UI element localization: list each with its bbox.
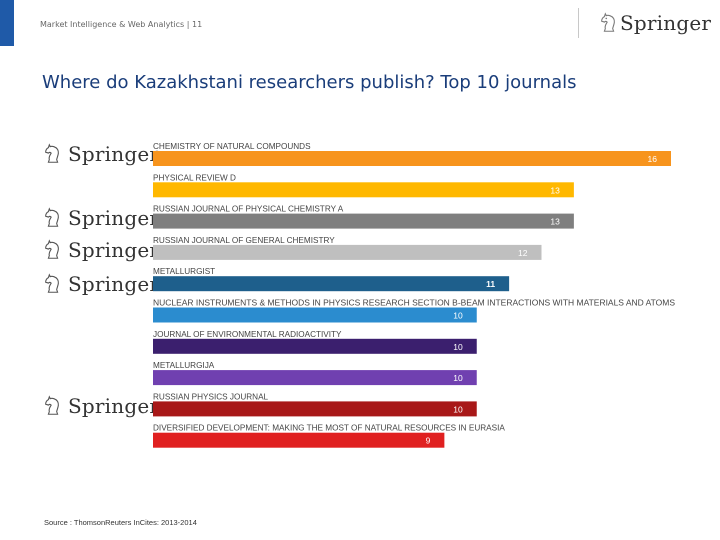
springer-logo-label: Springer [68, 394, 160, 418]
slide-title: Where do Kazakhstani researchers publish… [42, 72, 577, 93]
springer-chess-knight-icon [45, 239, 59, 259]
bar [153, 276, 510, 292]
springer-logo-row-4: Springer [42, 238, 159, 262]
source-note: Source : ThomsonReuters InCites: 2013-20… [44, 518, 197, 527]
bar-category-label: JOURNAL OF ENVIRONMENTAL RADIOACTIVITY [153, 330, 342, 339]
springer-chess-knight-icon [45, 395, 59, 415]
bar-value-label: 10 [453, 404, 463, 414]
bar-category-label: PHYSICAL REVIEW D [153, 173, 236, 182]
bar-category-label: CHEMISTRY OF NATURAL COMPOUNDS [153, 142, 311, 151]
bar-category-label: RUSSIAN JOURNAL OF GENERAL CHEMISTRY [153, 236, 335, 245]
springer-logo-row-1: Springer [42, 142, 159, 166]
bar-category-label: DIVERSIFIED DEVELOPMENT: MAKING THE MOST… [153, 424, 505, 433]
header-section-text: Market Intelligence & Web Analytics | 11 [40, 20, 203, 29]
bar-value-label: 13 [550, 217, 560, 227]
bar-value-label: 10 [453, 342, 463, 352]
springer-logo-label: Springer [68, 272, 160, 296]
bar [153, 401, 477, 417]
bar-value-label: 12 [518, 248, 528, 258]
springer-wordmark: Springer [620, 11, 712, 35]
bar [153, 338, 477, 354]
springer-brand-logo: Springer [598, 11, 711, 35]
springer-logo-row-9: Springer [42, 394, 159, 418]
bar [153, 182, 574, 198]
bar [153, 151, 671, 166]
springer-chess-knight-icon [601, 12, 615, 32]
springer-logo-row-5: Springer [42, 272, 159, 296]
bar-category-label: NUCLEAR INSTRUMENTS & METHODS IN PHYSICS… [153, 299, 676, 308]
bar [153, 307, 477, 323]
bar-category-label: RUSSIAN JOURNAL OF PHYSICAL CHEMISTRY A [153, 205, 344, 214]
springer-chess-knight-icon [45, 273, 59, 293]
header-divider [578, 8, 579, 38]
springer-logo-label: Springer [68, 238, 160, 262]
bar [153, 432, 445, 448]
springer-chess-knight-icon [45, 207, 59, 227]
bar-value-label: 10 [453, 311, 463, 321]
bar [153, 213, 574, 229]
bar-value-label: 10 [453, 373, 463, 383]
springer-logo-label: Springer [68, 206, 160, 230]
bar-category-label: RUSSIAN PHYSICS JOURNAL [153, 392, 269, 401]
bar-value-label: 11 [486, 279, 495, 289]
springer-logo-label: Springer [68, 142, 160, 166]
bar-value-label: 13 [550, 185, 560, 195]
bar-category-label: METALLURGIJA [153, 361, 215, 370]
bar-value-label: 9 [426, 436, 431, 446]
bar-value-label: 16 [648, 154, 658, 164]
springer-chess-knight-icon [45, 143, 59, 163]
header-accent-bar [0, 0, 14, 46]
springer-logo-row-3: Springer [42, 206, 159, 230]
bar-category-label: METALLURGIST [153, 267, 215, 276]
bar [153, 370, 477, 386]
bar [153, 244, 542, 260]
